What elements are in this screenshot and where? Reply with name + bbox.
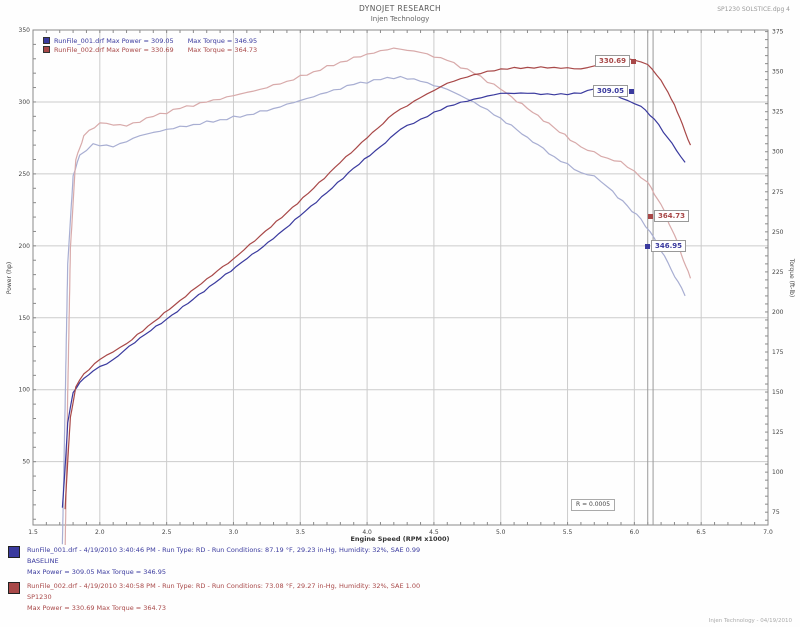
run1-legend-swatch-icon bbox=[43, 37, 50, 44]
callout-value: 309.05 bbox=[593, 85, 629, 97]
svg-text:375: 375 bbox=[772, 29, 784, 36]
title-line1: DYNOJET RESEARCH bbox=[358, 4, 442, 13]
svg-text:7.0: 7.0 bbox=[763, 529, 773, 536]
callout-marker-icon bbox=[631, 58, 637, 64]
callout-value: 346.95 bbox=[651, 240, 687, 252]
svg-text:5.5: 5.5 bbox=[563, 529, 573, 536]
svg-text:150: 150 bbox=[772, 389, 784, 396]
max-power-callout-run2: 330.69 bbox=[595, 55, 637, 67]
callout-marker-icon bbox=[648, 213, 653, 219]
run1-summary: RunFile_001.drf - 4/19/2010 3:40:46 PM -… bbox=[8, 545, 420, 578]
run1-color-swatch-icon bbox=[8, 546, 20, 558]
title-line2: Injen Technology bbox=[370, 15, 430, 23]
svg-text:2.0: 2.0 bbox=[95, 529, 105, 536]
svg-text:200: 200 bbox=[772, 309, 784, 316]
svg-text:125: 125 bbox=[772, 429, 784, 436]
correlation-box: R = 0.0005 bbox=[571, 499, 616, 511]
run2-summary: RunFile_002.drf - 4/19/2010 3:40:58 PM -… bbox=[8, 581, 420, 614]
legend-run2-torque: Max Torque = 364.73 bbox=[187, 45, 258, 54]
run1-label: BASELINE bbox=[27, 557, 59, 565]
svg-text:325: 325 bbox=[772, 109, 784, 116]
legend-row-run2: RunFile_002.drf Max Power = 330.69 Max T… bbox=[43, 45, 257, 54]
svg-text:4.0: 4.0 bbox=[362, 529, 372, 536]
run2-details: RunFile_002.drf - 4/19/2010 3:40:58 PM -… bbox=[27, 582, 421, 590]
run1-max-values: Max Power = 309.05 Max Torque = 346.95 bbox=[27, 568, 167, 576]
svg-text:150: 150 bbox=[19, 315, 31, 322]
legend-run1-torque: Max Torque = 346.95 bbox=[187, 36, 258, 45]
dyno-chart: 1.5 2.0 2.5 3.0 3.5 4.0 4.5 5.0 5.5 6.0 6.5 7.0 350 3… bbox=[6, 27, 795, 545]
svg-text:250: 250 bbox=[19, 171, 31, 178]
svg-text:Torque (ft-lb): Torque (ft-lb) bbox=[788, 258, 795, 298]
callout-value: 364.73 bbox=[654, 210, 690, 222]
svg-text:Power (hp): Power (hp) bbox=[6, 262, 13, 294]
svg-text:50: 50 bbox=[22, 459, 30, 466]
svg-text:6.0: 6.0 bbox=[630, 529, 640, 536]
svg-text:Engine Speed (RPM x1000): Engine Speed (RPM x1000) bbox=[350, 535, 449, 543]
report-title: DYNOJET RESEARCH Injen Technology bbox=[0, 4, 800, 24]
svg-text:100: 100 bbox=[772, 469, 784, 476]
run1-details: RunFile_001.drf - 4/19/2010 3:40:46 PM -… bbox=[27, 546, 421, 554]
svg-text:2.5: 2.5 bbox=[162, 529, 172, 536]
callout-value: 330.69 bbox=[595, 55, 631, 67]
run2-max-values: Max Power = 330.69 Max Torque = 364.73 bbox=[27, 604, 167, 612]
svg-text:4.5: 4.5 bbox=[429, 529, 439, 536]
svg-text:3.0: 3.0 bbox=[229, 529, 239, 536]
max-power-callout-run1: 309.05 bbox=[593, 85, 635, 97]
run2-legend-swatch-icon bbox=[43, 46, 50, 53]
max-torque-callout-run1: 346.95 bbox=[645, 240, 687, 252]
svg-text:225: 225 bbox=[772, 269, 784, 276]
svg-text:75: 75 bbox=[772, 509, 780, 516]
legend-run1-file-power: RunFile_001.drf Max Power = 309.05 bbox=[54, 36, 174, 45]
legend-row-run1: RunFile_001.drf Max Power = 309.05 Max T… bbox=[43, 36, 257, 45]
callout-marker-icon bbox=[629, 88, 635, 94]
svg-text:350: 350 bbox=[19, 27, 31, 34]
svg-text:350: 350 bbox=[772, 69, 784, 76]
callout-marker-icon bbox=[645, 243, 650, 249]
svg-text:6.5: 6.5 bbox=[696, 529, 706, 536]
run2-label: SP1230 bbox=[27, 593, 52, 601]
header-file-info: SP1230 SOLSTICE.dpg 4 bbox=[717, 6, 790, 13]
svg-text:300: 300 bbox=[772, 149, 784, 156]
max-torque-callout-run2: 364.73 bbox=[648, 210, 690, 222]
svg-text:100: 100 bbox=[19, 387, 31, 394]
svg-text:275: 275 bbox=[772, 189, 784, 196]
chart-legend: RunFile_001.drf Max Power = 309.05 Max T… bbox=[43, 36, 257, 54]
svg-text:1.5: 1.5 bbox=[28, 529, 38, 536]
run2-color-swatch-icon bbox=[8, 582, 20, 594]
legend-run2-file-power: RunFile_002.drf Max Power = 330.69 bbox=[54, 45, 174, 54]
svg-text:300: 300 bbox=[19, 99, 31, 106]
report-footnote: Injen Technology - 04/19/2010 bbox=[708, 618, 792, 624]
svg-text:3.5: 3.5 bbox=[295, 529, 305, 536]
svg-text:200: 200 bbox=[19, 243, 31, 250]
svg-text:5.0: 5.0 bbox=[496, 529, 506, 536]
svg-text:175: 175 bbox=[772, 349, 784, 356]
svg-text:250: 250 bbox=[772, 229, 784, 236]
